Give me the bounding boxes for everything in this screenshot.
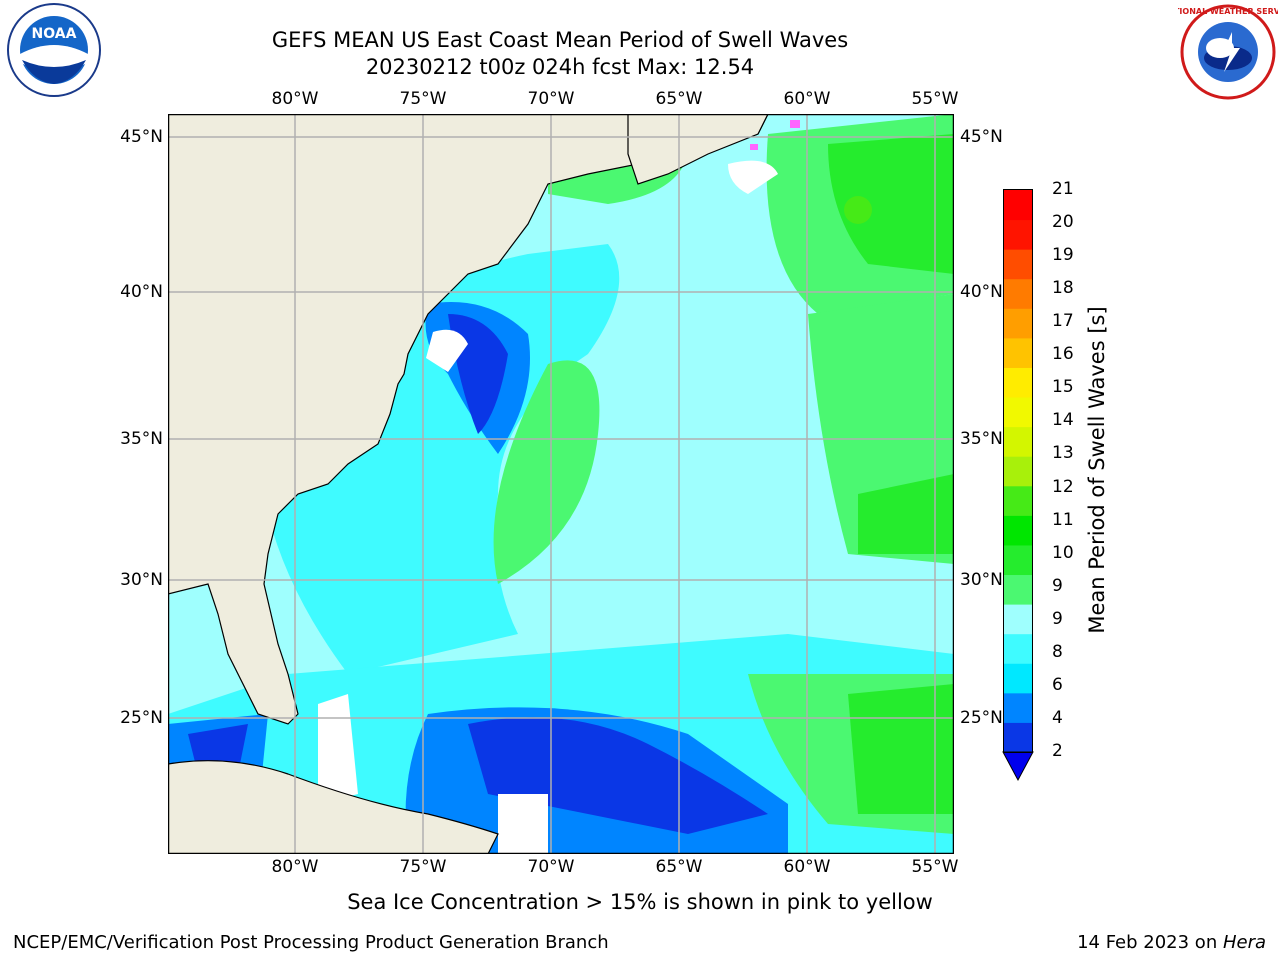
lon-tick-top: 60°W [783, 89, 831, 109]
lat-tick-left: 30°N [120, 570, 163, 590]
nws-logo-text: NATIONAL WEATHER SERVICE [1178, 7, 1278, 16]
period-zone-10s-central [493, 360, 600, 584]
lon-tick-bottom: 55°W [911, 857, 959, 877]
missing-data-patch [318, 694, 358, 804]
colorbar-segment [1004, 692, 1032, 723]
colorbar-segment [1004, 249, 1032, 280]
maritimes-land [627, 114, 769, 185]
colorbar-tick-label: 15 [1052, 377, 1074, 398]
colorbar-segment [1004, 722, 1032, 753]
sea-ice-patch [750, 144, 758, 150]
lat-tick-left: 25°N [120, 708, 163, 728]
lon-tick-top: 65°W [655, 89, 703, 109]
colorbar-segment [1004, 633, 1032, 664]
lat-tick-right: 25°N [960, 708, 1003, 728]
colorbar-segment [1004, 574, 1032, 605]
colorbar-tick-label: 8 [1052, 641, 1063, 662]
colorbar-tick-label: 10 [1052, 542, 1074, 563]
colorbar-segment [1004, 544, 1032, 576]
map-panel [168, 114, 954, 854]
colorbar-tick-label: 17 [1052, 311, 1074, 332]
footer-date-text: 14 Feb 2023 on [1077, 932, 1223, 953]
colorbar-tick-label: 12 [1052, 476, 1074, 497]
colorbar-tick-label: 19 [1052, 245, 1074, 266]
lon-tick-bottom: 75°W [399, 857, 447, 877]
map-frame [168, 114, 954, 854]
colorbar-tick-label: 13 [1052, 443, 1074, 464]
noaa-logo-icon: NOAA [7, 3, 101, 97]
colorbar [1002, 189, 1034, 782]
sea-ice-caption: Sea Ice Concentration > 15% is shown in … [347, 890, 933, 914]
colorbar-segment [1004, 219, 1032, 250]
noaa-logo-text: NOAA [32, 26, 77, 42]
footer-credit: NCEP/EMC/Verification Post Processing Pr… [13, 932, 609, 953]
colorbar-label: Mean Period of Swell Waves [s] [1085, 306, 1109, 634]
colorbar-tick-label: 9 [1052, 575, 1063, 596]
colorbar-segment [1004, 367, 1032, 398]
colorbar-segment [1004, 456, 1032, 487]
footer-date: 14 Feb 2023 on Hera [1077, 932, 1266, 953]
cuba-land [168, 760, 499, 854]
colorbar-segment [1004, 663, 1032, 694]
colorbar-segment [1004, 308, 1032, 339]
colorbar-tick-label: 4 [1052, 707, 1063, 728]
lat-tick-right: 45°N [960, 127, 1003, 147]
colorbar-tick-label: 11 [1052, 509, 1074, 530]
period-zone-11s-southeast [848, 684, 954, 814]
lon-tick-top: 75°W [399, 89, 447, 109]
lon-tick-bottom: 80°W [271, 857, 319, 877]
colorbar-segment [1004, 485, 1032, 516]
colorbar-segment [1004, 337, 1032, 368]
map-subtitle: 20230212 t00z 024h fcst Max: 12.54 [365, 55, 755, 79]
lat-tick-right: 30°N [960, 570, 1003, 590]
colorbar-tick-label: 16 [1052, 344, 1074, 365]
colorbar-segment [1004, 397, 1032, 428]
sea-ice-patch [790, 120, 800, 128]
footer-host: Hera [1222, 932, 1266, 953]
colorbar-segment [1004, 515, 1032, 546]
lat-tick-right: 35°N [960, 429, 1003, 449]
colorbar-segment [1004, 604, 1032, 635]
colorbar-segment [1004, 426, 1032, 457]
colorbar-tick-label: 18 [1052, 278, 1074, 299]
colorbar-segment [1004, 278, 1032, 309]
lon-tick-top: 80°W [271, 89, 319, 109]
colorbar-tick-label: 9 [1052, 608, 1063, 629]
lat-tick-left: 40°N [120, 282, 163, 302]
graticule [168, 114, 954, 854]
national-weather-service-logo-icon: NATIONAL WEATHER SERVICE [1178, 4, 1278, 100]
lon-tick-top: 55°W [911, 89, 959, 109]
lon-tick-top: 70°W [527, 89, 575, 109]
lat-tick-right: 40°N [960, 282, 1003, 302]
period-zone-11s-east [858, 474, 954, 554]
missing-data-patch [498, 794, 548, 854]
colorbar-segment [1004, 190, 1032, 221]
colorbar-tick-label: 20 [1052, 212, 1074, 233]
period-zone-11s-north [828, 134, 954, 274]
colorbar-tick-label: 14 [1052, 410, 1074, 431]
colorbar-tick-label: 6 [1052, 674, 1063, 695]
period-zone-12s [844, 196, 872, 224]
lon-tick-bottom: 60°W [783, 857, 831, 877]
colorbar-tick-label: 21 [1052, 179, 1074, 199]
colorbar-frame [1003, 189, 1033, 753]
missing-data-patch [426, 329, 468, 372]
colorbar-underflow-triangle [1002, 751, 1034, 782]
lat-tick-left: 45°N [120, 127, 163, 147]
lon-tick-bottom: 70°W [527, 857, 575, 877]
map-title: GEFS MEAN US East Coast Mean Period of S… [271, 28, 849, 52]
missing-data-patch [728, 160, 778, 194]
lat-tick-left: 35°N [120, 429, 163, 449]
lon-tick-bottom: 65°W [655, 857, 703, 877]
colorbar-tick-label: 2 [1052, 741, 1063, 761]
